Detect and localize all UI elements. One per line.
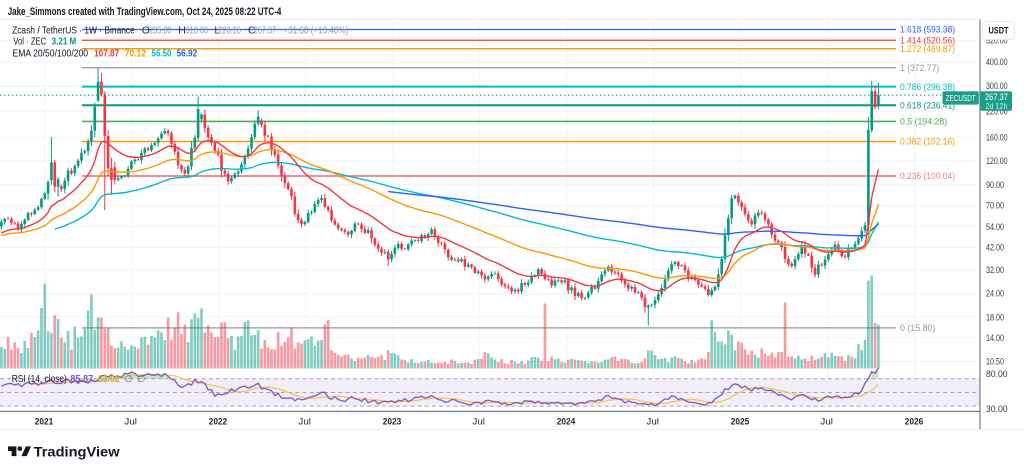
svg-text:56.92: 56.92	[177, 47, 198, 59]
svg-text:54.00: 54.00	[986, 222, 1004, 232]
svg-text:90.00: 90.00	[986, 180, 1004, 190]
svg-text:56.50: 56.50	[152, 47, 172, 59]
svg-text:0 (15.80): 0 (15.80)	[900, 323, 935, 333]
svg-text:267.37: 267.37	[254, 25, 276, 37]
svg-text:10.50: 10.50	[986, 357, 1004, 367]
svg-text:85.87: 85.87	[70, 374, 93, 385]
svg-text:Jake_Simmons created with Trad: Jake_Simmons created with TradingView.co…	[8, 6, 282, 18]
svg-text:0.5 (194.28): 0.5 (194.28)	[900, 117, 947, 127]
svg-text:Jul: Jul	[820, 417, 833, 428]
svg-text:1 (372.77): 1 (372.77)	[900, 63, 939, 73]
svg-text:160.00: 160.00	[986, 133, 1008, 143]
svg-text:USDT: USDT	[989, 26, 1009, 36]
svg-text:H: H	[178, 25, 186, 37]
svg-text:C: C	[248, 25, 256, 37]
svg-text:42.00: 42.00	[986, 243, 1004, 253]
svg-text:2025: 2025	[731, 417, 750, 428]
svg-text:80.00: 80.00	[986, 369, 1008, 379]
svg-text:L: L	[214, 25, 220, 37]
svg-text:0.382 (152.16): 0.382 (152.16)	[900, 137, 955, 147]
svg-text:300.00: 300.00	[986, 81, 1008, 91]
svg-text:Vol · ZEC: Vol · ZEC	[13, 36, 46, 48]
svg-text:RSI (14, close): RSI (14, close)	[12, 374, 67, 385]
svg-text:Jul: Jul	[646, 417, 659, 428]
svg-text:32.00: 32.00	[986, 265, 1004, 275]
svg-text:Jul: Jul	[298, 417, 311, 428]
svg-text:2021: 2021	[35, 417, 54, 428]
svg-text:30.00: 30.00	[986, 404, 1008, 414]
svg-text:2024: 2024	[557, 417, 576, 428]
svg-text:3.21 M: 3.21 M	[52, 36, 77, 48]
svg-text:1.272 (469.87): 1.272 (469.87)	[900, 44, 955, 54]
svg-text:∅: ∅	[137, 374, 145, 385]
svg-text:+31.60 (+13.40%): +31.60 (+13.40%)	[283, 25, 348, 37]
svg-text:TradingView: TradingView	[34, 444, 120, 459]
svg-text:267.37: 267.37	[985, 92, 1008, 102]
svg-text:63.02: 63.02	[98, 374, 120, 385]
svg-text:70.00: 70.00	[986, 201, 1004, 211]
svg-text:2022: 2022	[209, 417, 228, 428]
svg-text:235.80: 235.80	[149, 25, 171, 37]
svg-text:Jul: Jul	[472, 417, 485, 428]
svg-text:1.414 (520.56): 1.414 (520.56)	[900, 35, 955, 45]
svg-text:70.12: 70.12	[125, 47, 147, 59]
svg-text:O: O	[142, 25, 150, 37]
svg-text:24.00: 24.00	[986, 289, 1004, 299]
svg-text:2026: 2026	[905, 417, 924, 428]
svg-text:0.786 (296.38): 0.786 (296.38)	[900, 82, 955, 92]
svg-text:ZECUSDT: ZECUSDT	[946, 94, 976, 103]
svg-text:2d 12h: 2d 12h	[986, 102, 1008, 111]
svg-text:0.618 (236.41): 0.618 (236.41)	[900, 100, 955, 110]
svg-text:0.236 (100.04): 0.236 (100.04)	[900, 171, 955, 181]
svg-text:Zcash / TetherUS · 1W · Binanc: Zcash / TetherUS · 1W · Binance	[12, 25, 135, 37]
svg-text:14.00: 14.00	[986, 333, 1004, 343]
svg-text:226.26: 226.26	[218, 25, 241, 37]
svg-text:220.00: 220.00	[986, 106, 1008, 116]
svg-text:107.87: 107.87	[94, 47, 119, 59]
svg-text:18.00: 18.00	[986, 312, 1004, 322]
svg-text:1.618 (593.38): 1.618 (593.38)	[900, 25, 955, 35]
svg-text:2023: 2023	[383, 417, 402, 428]
svg-text:∅: ∅	[125, 374, 133, 385]
svg-text:Jul: Jul	[124, 417, 137, 428]
svg-text:400.00: 400.00	[986, 57, 1008, 67]
svg-text:120.00: 120.00	[986, 156, 1008, 166]
svg-text:310.00: 310.00	[186, 25, 208, 37]
svg-text:520.00: 520.00	[986, 36, 1008, 46]
svg-text:EMA 20/50/100/200: EMA 20/50/100/200	[13, 47, 89, 59]
